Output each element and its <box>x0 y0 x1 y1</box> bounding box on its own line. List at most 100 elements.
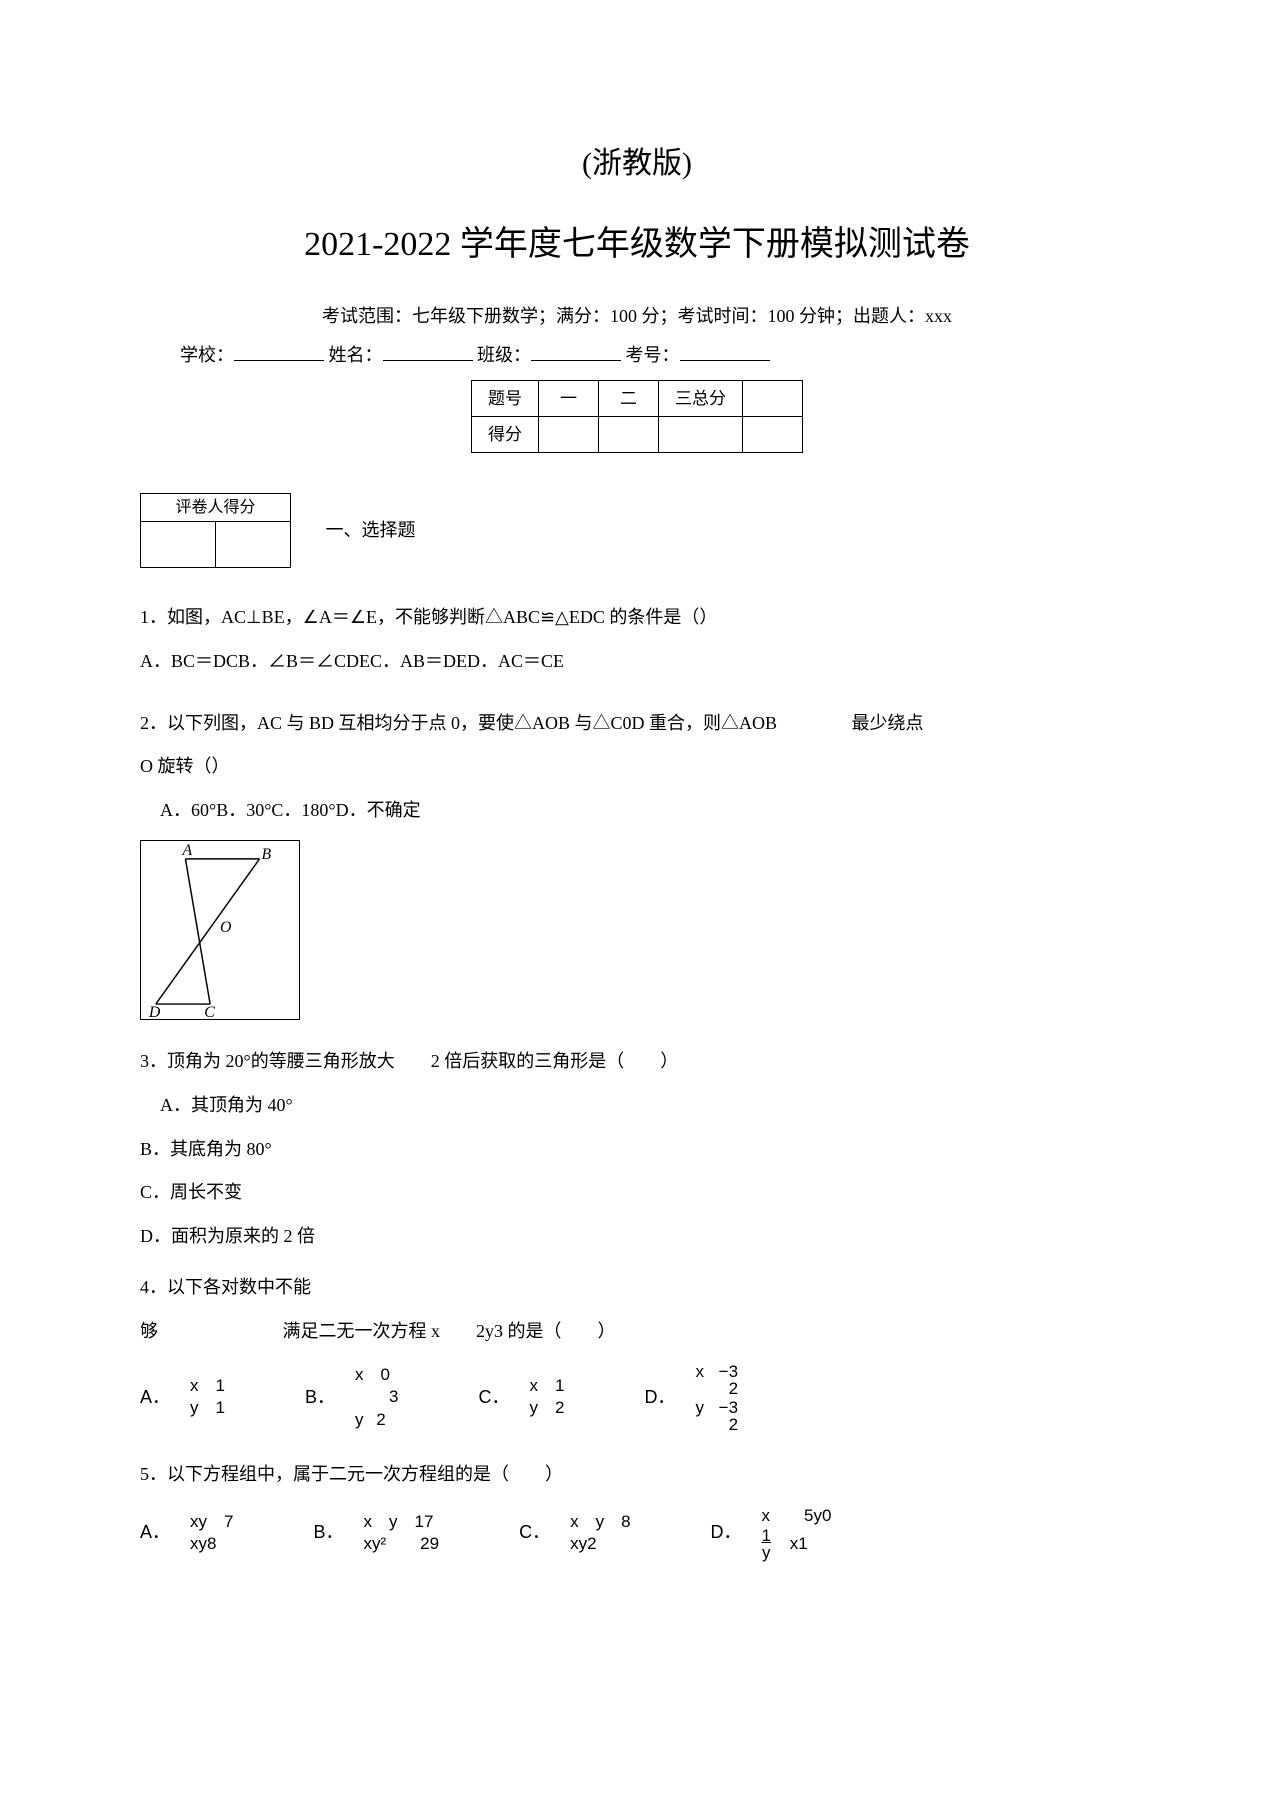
q4-line2a: 够 <box>140 1321 158 1341</box>
label-o: O <box>220 919 232 936</box>
eq-row: y 1 <box>190 1398 225 1417</box>
frac-den: 2 <box>729 1416 738 1433</box>
eq-row: x 1 <box>529 1376 564 1395</box>
choice-label: B． <box>305 1378 335 1418</box>
eq-row: x 1 <box>190 1376 225 1395</box>
label-c: C <box>204 1004 215 1019</box>
question-3: 3．顶角为 20°的等腰三角形放大 2 倍后获取的三角形是（ ） A．其顶角为 … <box>140 1042 1134 1256</box>
frac-num: 1 <box>762 1527 771 1544</box>
q4-line2b: 满足二无一次方程 x 2y3 的是（ ） <box>283 1321 616 1341</box>
row-label-cell: 得分 <box>472 417 539 453</box>
eq-group: x 1 y 1 <box>190 1375 225 1419</box>
choice-label: B． <box>313 1513 343 1553</box>
q5-choice-c: C． x y 8 xy2 <box>519 1511 630 1555</box>
empty-cell <box>599 417 659 453</box>
exam-info: 考试范围：七年级下册数学；满分：100 分；考试时间：100 分钟；出题人：xx… <box>140 302 1134 331</box>
choice-label: D． <box>644 1378 675 1418</box>
eq-group: x 0 3 y 2 <box>355 1364 398 1430</box>
q2-line1: 2．以下列图，AC 与 BD 互相均分于点 0，要使△AOB 与△C0D 重合，… <box>140 704 1134 744</box>
q4-line2: 够 满足二无一次方程 x 2y3 的是（ ） <box>140 1312 1134 1352</box>
student-info-line: 学校： 姓名： 班级： 考号： <box>140 341 1134 370</box>
q2-options: A．60°B．30°C．180°D．不确定 <box>140 791 1134 831</box>
q4-choice-c: C． x 1 y 2 <box>478 1375 564 1419</box>
header-cell: 二 <box>599 380 659 416</box>
eq-row: x 5y0 <box>762 1506 832 1525</box>
number-blank <box>680 343 770 361</box>
grader-cell <box>141 522 216 568</box>
school-label: 学校： <box>180 345 234 365</box>
eq-group: x y 17 xy² 29 <box>364 1511 440 1555</box>
header-cell: 一 <box>539 380 599 416</box>
score-table: 题号 一 二 三总分 得分 <box>471 380 803 453</box>
q2-line2: O 旋转（） <box>140 747 1134 787</box>
q3-opt-d: D．面积为原来的 2 倍 <box>140 1217 1134 1257</box>
frac-den: y <box>762 1544 771 1561</box>
q3-opt-b: B．其底角为 80° <box>140 1130 1134 1170</box>
question-2: 2．以下列图，AC 与 BD 互相均分于点 0，要使△AOB 与△C0D 重合，… <box>140 704 1134 1021</box>
eq-row: xy2 <box>570 1534 596 1553</box>
eq-row: y 2 <box>529 1398 564 1417</box>
q5-choice-b: B． x y 17 xy² 29 <box>313 1511 439 1555</box>
header-cell <box>743 380 803 416</box>
q1-text: 1．如图，AC⊥BE，∠A＝∠E，不能够判断△ABC≌△EDC 的条件是（） <box>140 598 1134 638</box>
question-5: 5．以下方程组中，属于二元一次方程组的是（ ） A． xy 7 xy8 B． x… <box>140 1455 1134 1561</box>
q5-choices: A． xy 7 xy8 B． x y 17 xy² 29 C． x y 8 xy… <box>140 1505 1134 1561</box>
question-1: 1．如图，AC⊥BE，∠A＝∠E，不能够判断△ABC≌△EDC 的条件是（） A… <box>140 598 1134 681</box>
label-d: D <box>148 1004 161 1019</box>
eq-group: x 1 y 2 <box>529 1375 564 1419</box>
grader-cell <box>216 522 291 568</box>
eq-row: x y 8 <box>570 1512 630 1531</box>
eq-group: x 5y0 1 y x1 <box>762 1505 832 1561</box>
header-cell: 三总分 <box>659 380 743 416</box>
neg-fraction: − 32 <box>719 1399 738 1433</box>
header-cell: 题号 <box>472 380 539 416</box>
class-blank <box>531 343 621 361</box>
q5-choice-d: D． x 5y0 1 y x1 <box>711 1505 832 1561</box>
eq-row: xy8 <box>190 1534 216 1553</box>
empty-cell <box>539 417 599 453</box>
eq-group: x − 32 y − 32 <box>695 1361 738 1433</box>
table-row: 题号 一 二 三总分 <box>472 380 803 416</box>
choice-label: A． <box>140 1378 170 1418</box>
eq-row: 1 y x1 <box>762 1534 808 1553</box>
name-label: 姓名： <box>329 345 383 365</box>
eq-part: 3 <box>355 1387 398 1406</box>
grader-header: 评卷人得分 <box>141 494 291 522</box>
name-blank <box>383 343 473 361</box>
choice-label: A． <box>140 1513 170 1553</box>
label-a: A <box>181 842 192 859</box>
fraction: 1 y <box>762 1527 771 1561</box>
table-row: 得分 <box>472 417 803 453</box>
eq-row: xy² 29 <box>364 1534 440 1553</box>
eq-row: x 0 <box>355 1365 390 1384</box>
eq-part: y <box>355 1410 364 1429</box>
q5-text: 5．以下方程组中，属于二元一次方程组的是（ ） <box>140 1455 1134 1495</box>
neg-fraction: − 32 <box>719 1363 738 1397</box>
eq-part: y <box>695 1398 704 1417</box>
eq-row: y − 32 <box>695 1398 738 1417</box>
q5-choice-a: A． xy 7 xy8 <box>140 1511 233 1555</box>
q2-line1-tail: 最少绕点 <box>852 713 924 733</box>
school-blank <box>234 343 324 361</box>
q3-opt-a: A．其顶角为 40° <box>140 1086 1134 1126</box>
empty-cell <box>743 417 803 453</box>
q4-line1: 4．以下各对数中不能 <box>140 1268 1134 1308</box>
q2-line1-main: 2．以下列图，AC 与 BD 互相均分于点 0，要使△AOB 与△C0D 重合，… <box>140 713 777 733</box>
geometry-figure: A B O D C <box>140 840 300 1020</box>
eq-row: 3 y 2 <box>355 1387 398 1428</box>
q3-opt-c: C．周长不变 <box>140 1173 1134 1213</box>
q4-choice-a: A． x 1 y 1 <box>140 1375 225 1419</box>
frac-num: 3 <box>729 1363 738 1380</box>
eq-group: x y 8 xy2 <box>570 1511 630 1555</box>
main-title: 2021-2022 学年度七年级数学下册模拟测试卷 <box>140 218 1134 272</box>
eq-row: x − 32 <box>695 1362 738 1381</box>
grader-table: 评卷人得分 <box>140 493 291 568</box>
section-1-title: 一、选择题 <box>326 516 416 545</box>
eq-part: x <box>695 1362 704 1381</box>
q4-choice-d: D． x − 32 y − 32 <box>644 1361 738 1433</box>
eq-part: x1 <box>790 1534 808 1553</box>
q4-choice-b: B． x 0 3 y 2 <box>305 1364 398 1430</box>
choice-label: C． <box>478 1378 509 1418</box>
empty-cell <box>659 417 743 453</box>
choice-label: C． <box>519 1513 550 1553</box>
